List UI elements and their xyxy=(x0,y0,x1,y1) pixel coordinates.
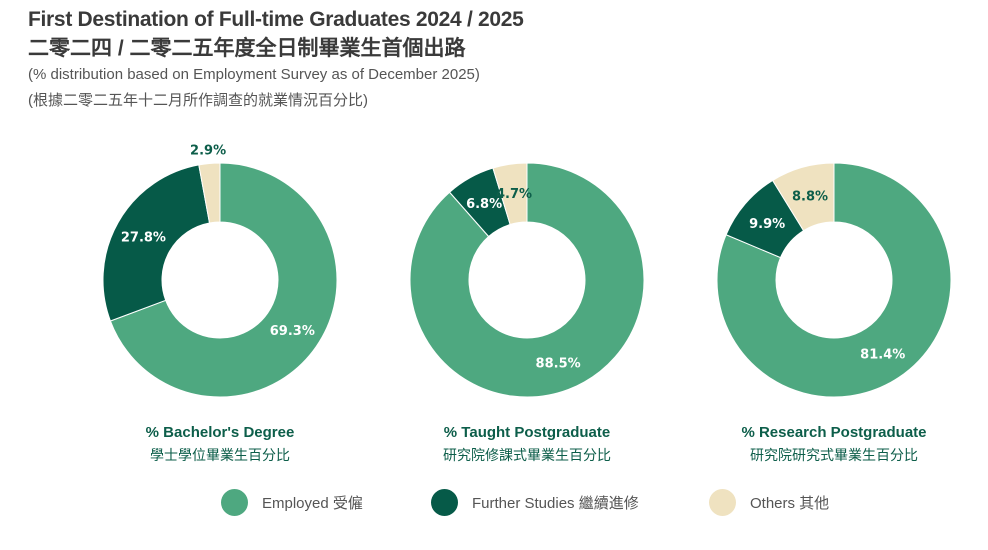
data-label-employed: 69.3% xyxy=(270,324,315,339)
data-label-employed: 81.4% xyxy=(860,347,905,362)
subtitle-en: (% distribution based on Employment Surv… xyxy=(28,66,480,83)
title-zh: 二零二四 / 二零二五年度全日制畢業生首個出路 xyxy=(28,37,466,60)
legend-item-further-studies: Further Studies 繼續進修 xyxy=(431,489,639,516)
data-label-further-studies: 27.8% xyxy=(121,231,166,246)
data-label-employed: 88.5% xyxy=(536,356,581,371)
title-en: First Destination of Full-time Graduates… xyxy=(28,8,524,31)
legend-swatch xyxy=(221,489,248,516)
chart-caption-research: % Research Postgraduate 研究院研究式畢業生百分比 xyxy=(741,424,927,463)
data-label-others: 8.8% xyxy=(792,189,828,204)
donut-slice-employed xyxy=(716,162,952,398)
chart-caption-taught: % Taught Postgraduate 研究院修課式畢業生百分比 xyxy=(443,424,611,463)
legend: Employed 受僱 Further Studies 繼續進修 Others … xyxy=(0,489,988,519)
donut-slice-others xyxy=(198,162,221,224)
donut-slice-others xyxy=(492,162,528,226)
data-label-further-studies: 6.8% xyxy=(466,197,502,212)
legend-swatch xyxy=(431,489,458,516)
donut-slice-further-studies xyxy=(102,164,211,322)
donut-slice-employed xyxy=(109,162,338,398)
chart-caption-bachelor: % Bachelor's Degree 學士學位畢業生百分比 xyxy=(145,424,295,463)
donut-slice-employed xyxy=(409,162,645,398)
data-label-further-studies: 9.9% xyxy=(749,217,785,232)
donut-slice-others xyxy=(771,162,835,232)
subtitle-zh: (根據二零二五年十二月所作調查的就業情況百分比) xyxy=(28,92,368,109)
legend-item-others: Others 其他 xyxy=(709,489,829,516)
legend-swatch xyxy=(709,489,736,516)
legend-item-employed: Employed 受僱 xyxy=(221,489,363,516)
data-label-others: 2.9% xyxy=(190,144,226,159)
data-label-others: 4.7% xyxy=(496,187,532,202)
